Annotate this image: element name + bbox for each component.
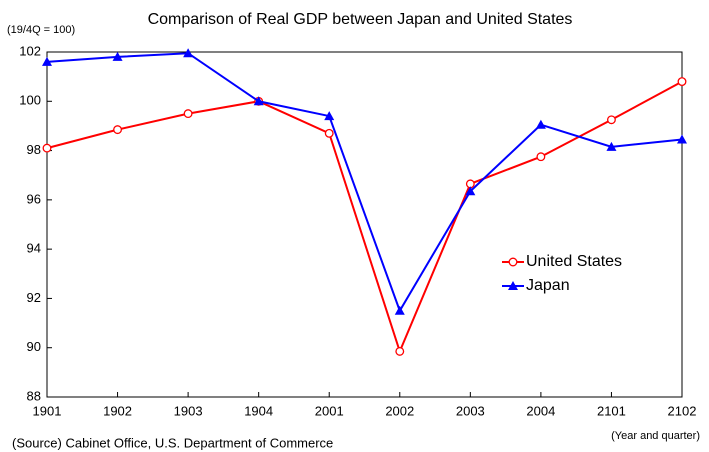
legend-marker [508,281,518,290]
point-marker [395,346,405,356]
point-marker [113,125,123,135]
x-unit-label: (Year and quarter) [611,430,700,442]
x-tick-label: 2002 [385,403,414,418]
y-tick-label: 102 [19,43,41,58]
point-marker [324,128,334,138]
chart-title: Comparison of Real GDP between Japan and… [148,11,573,28]
x-tick-label: 1904 [244,403,273,418]
point-marker [183,109,193,119]
x-tick-label: 2001 [315,403,344,418]
point-marker [42,56,52,66]
x-tick-label: 1903 [174,403,203,418]
point-marker [606,141,617,151]
point-marker [394,305,405,315]
point-marker [465,186,476,196]
point-marker [677,77,687,87]
x-tick-label: 2003 [456,403,485,418]
x-tick-label: 2004 [526,403,555,418]
x-tick-label: 1901 [33,403,62,418]
point-marker [253,96,264,106]
point-marker [677,134,687,144]
series-line [46,80,683,355]
plot-frame [46,51,683,398]
y-tick-label: 100 [19,93,41,108]
legend-marker [508,257,518,267]
y-tick-label: 94 [27,241,41,256]
point-marker [535,119,546,129]
y-tick-label: 88 [27,388,41,403]
x-tick-label: 2101 [597,403,626,418]
legend-label: United States [526,253,622,270]
y-tick-label: 96 [27,191,41,206]
point-marker [324,111,335,121]
series-line [46,52,683,314]
source-note: (Source) Cabinet Office, U.S. Department… [12,435,333,450]
y-tick-label: 98 [27,142,41,157]
y-unit-label: (19/4Q = 100) [7,24,75,36]
point-marker [183,48,194,58]
y-tick-label: 90 [27,339,41,354]
legend-label: Japan [526,277,570,294]
point-marker [606,115,616,125]
point-marker [42,143,52,153]
y-tick-label: 92 [27,290,41,305]
x-tick-label: 1902 [103,403,132,418]
point-marker [112,51,123,61]
x-tick-label: 2102 [668,403,697,418]
point-marker [536,152,546,162]
